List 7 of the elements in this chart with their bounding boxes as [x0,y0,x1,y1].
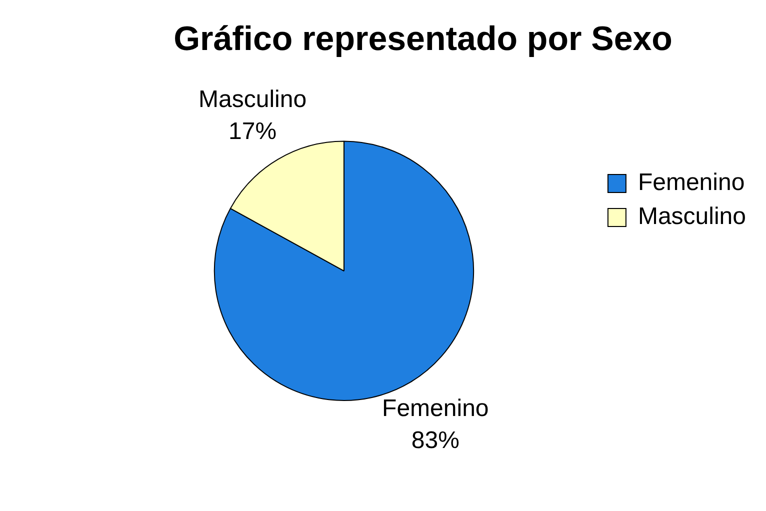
legend-label: Femenino [638,169,745,196]
legend-label: Masculino [638,203,746,230]
slice-label: Masculino [198,86,307,113]
slice-label: Femenino [382,395,489,422]
data-label: 83% [411,427,460,454]
data-label: 17% [228,118,277,145]
chart-title: Gráfico representado por Sexo [174,20,672,58]
